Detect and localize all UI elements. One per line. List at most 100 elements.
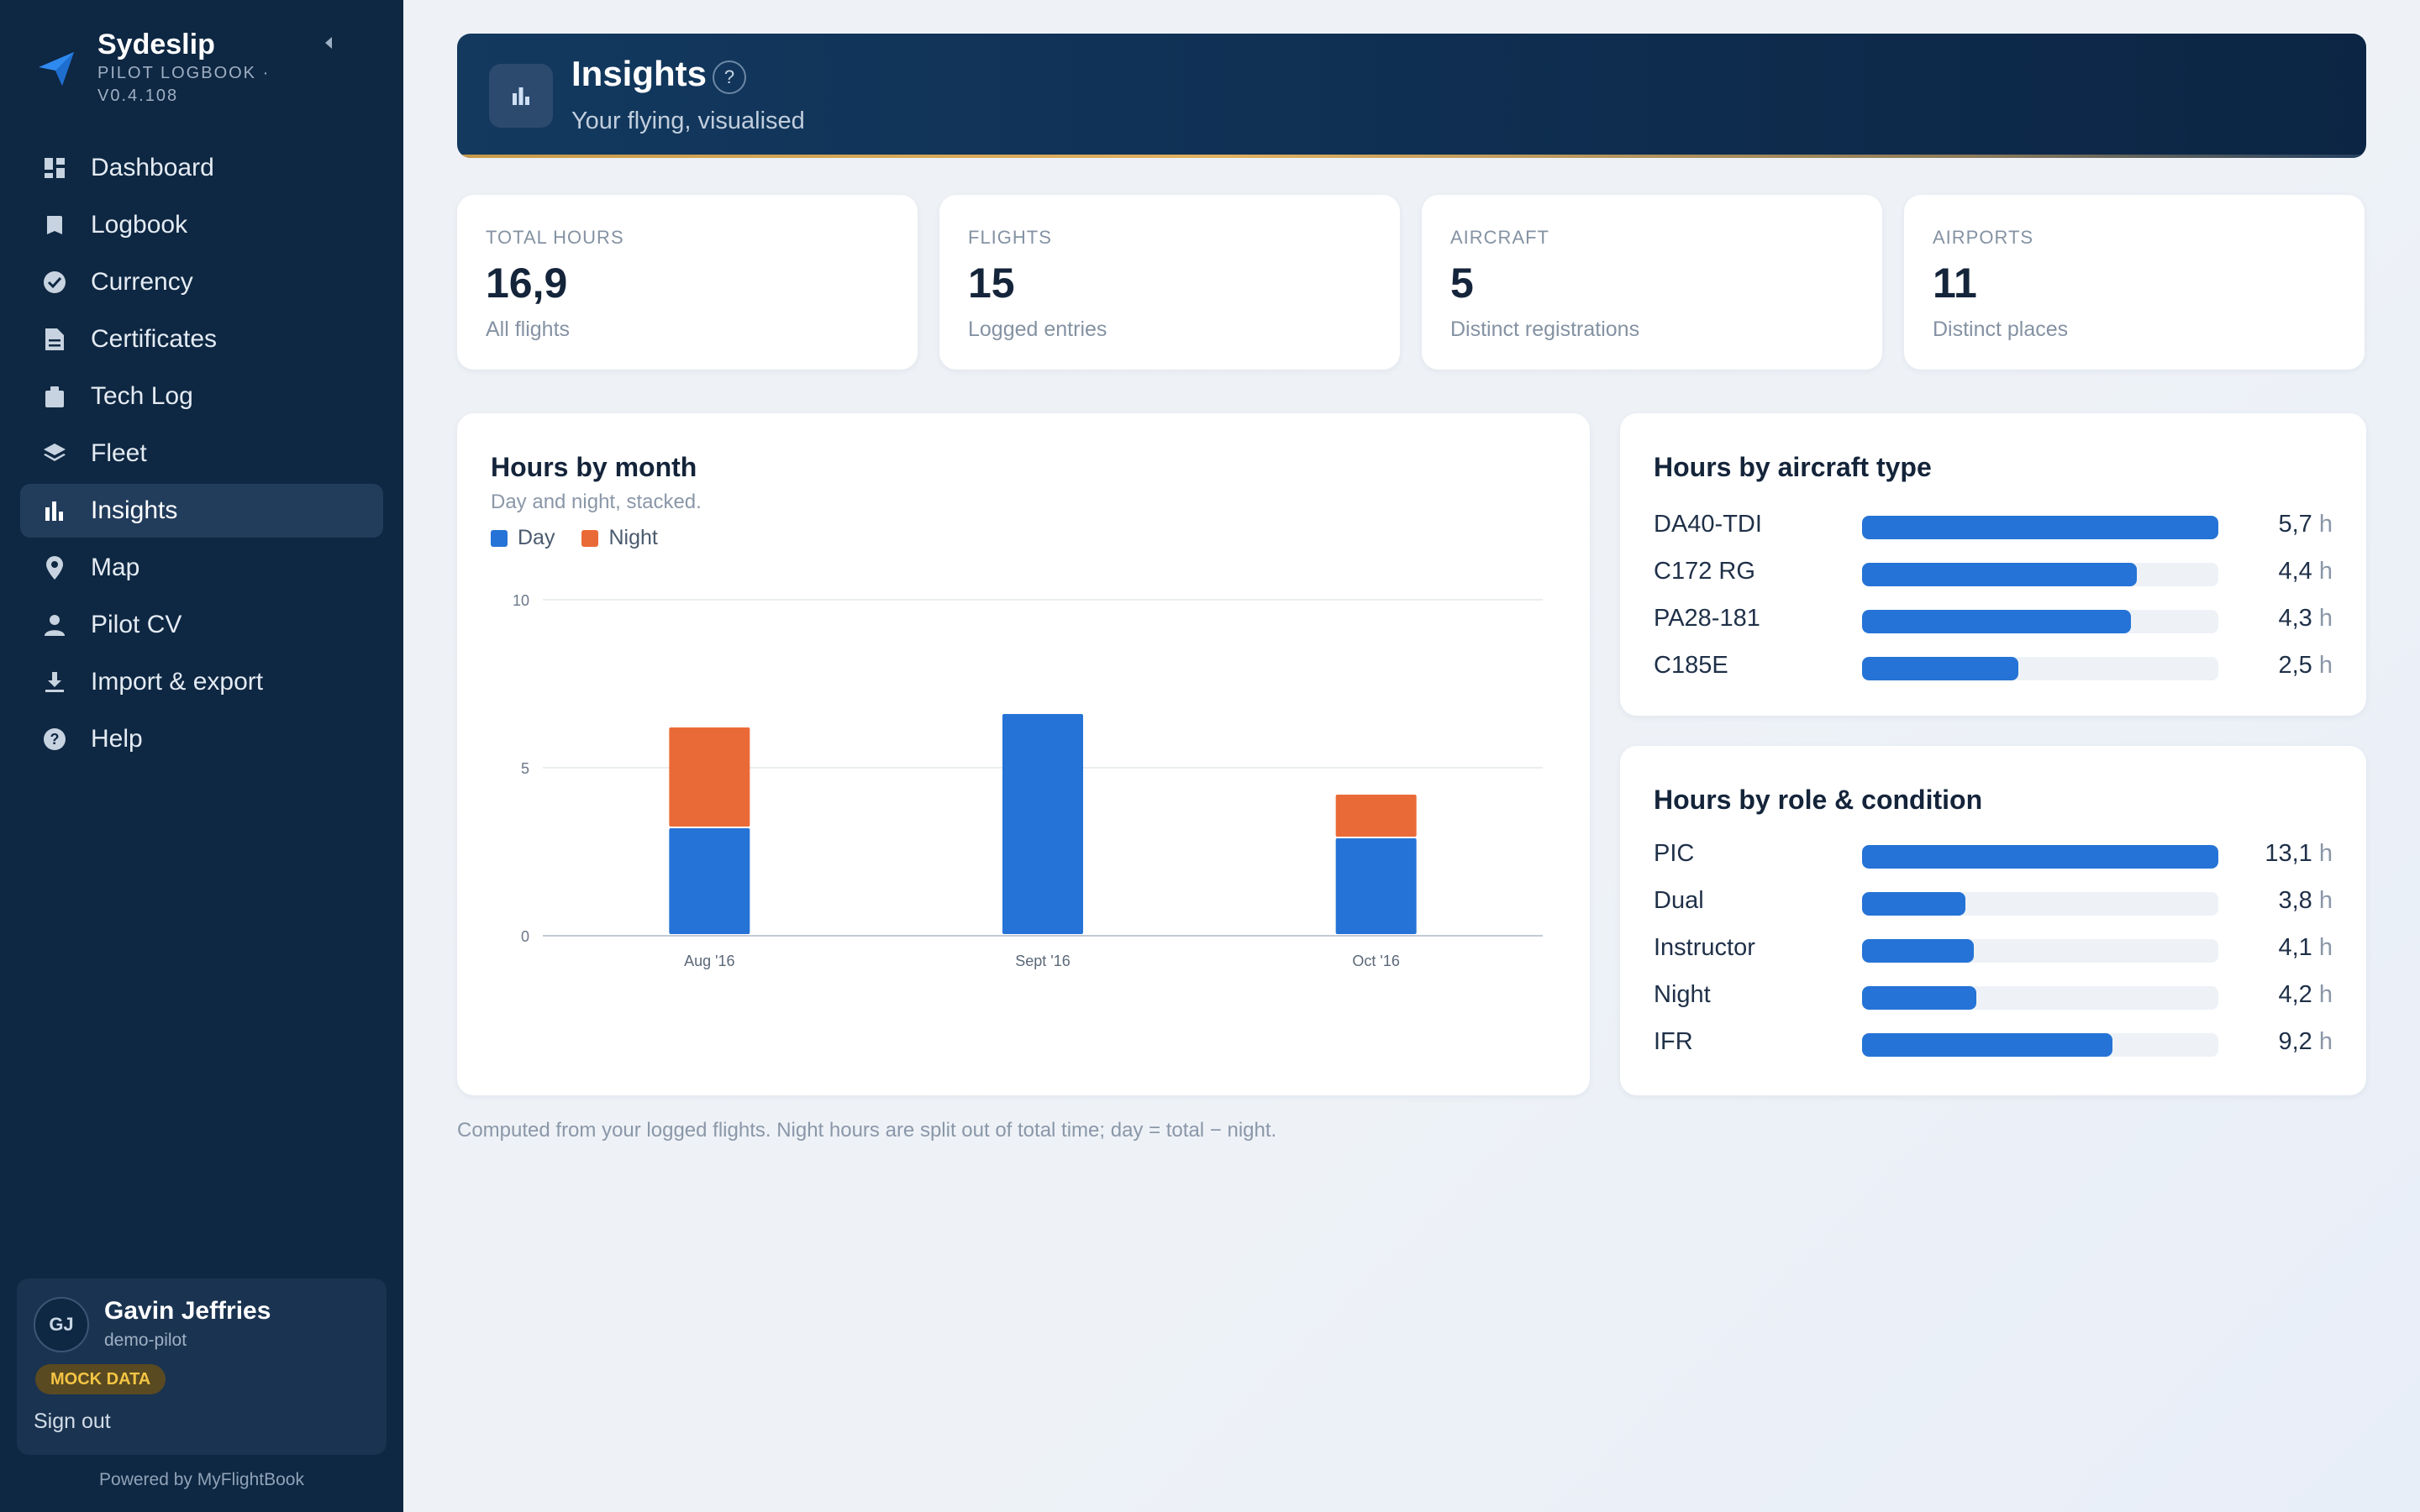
mock-data-badge: MOCK DATA	[35, 1364, 166, 1394]
bar-value-unit: h	[2318, 652, 2333, 679]
nav-item-dashboard[interactable]: Dashboard	[20, 141, 383, 195]
nav-item-import-export[interactable]: Import & export	[20, 655, 383, 709]
bar-track	[1862, 610, 2218, 633]
user-name: Gavin Jeffries	[104, 1297, 271, 1325]
nav-item-map[interactable]: Map	[20, 541, 383, 595]
nav-label: Help	[91, 725, 143, 753]
bar-value-unit: h	[2318, 558, 2333, 585]
nav-label: Currency	[91, 268, 193, 296]
nav-label: Logbook	[91, 211, 188, 239]
help-circle-icon: ?	[40, 725, 69, 753]
hours-by-aircraft-type-card: Hours by aircraft type DA40-TDI 5,7 h C172…	[1620, 413, 2366, 716]
nav-label: Certificates	[91, 325, 218, 353]
bar-row: Instructor 4,1 h	[1654, 931, 2333, 964]
bar-row: Night 4,2 h	[1654, 978, 2333, 1011]
bar-fill	[1862, 892, 1965, 916]
stat-value: 5	[1450, 260, 1474, 307]
powered-by[interactable]: Powered by MyFlightBook	[99, 1470, 304, 1489]
collapse-sidebar-icon[interactable]	[316, 30, 341, 55]
bar-value-unit: h	[2318, 934, 2333, 961]
nav-item-insights[interactable]: Insights	[20, 484, 383, 538]
bar-value-number: 4,1	[2278, 934, 2319, 961]
svg-text:?: ?	[50, 731, 60, 748]
stat-value: 11	[1933, 260, 1977, 307]
bar-fill	[1862, 939, 1974, 963]
bar-fill	[1862, 1033, 2112, 1057]
stat-sub: Distinct registrations	[1450, 318, 1640, 341]
card-title: Hours by aircraft type	[1654, 452, 1932, 482]
page-header: Insights ? Your flying, visualised	[457, 34, 2366, 158]
nav-item-help[interactable]: ? Help	[20, 712, 383, 766]
x-tick-label: Sept '16	[1015, 953, 1071, 969]
bar-night[interactable]	[669, 727, 750, 827]
sidebar: Sydeslip PILOT LOGBOOK · V0.4.108 Dashbo…	[0, 0, 403, 1512]
legend-item-night[interactable]: Night	[581, 526, 658, 550]
hours-by-month-chart: 0 5 10 Aug '16 Sept '16 Oct '16	[513, 592, 1543, 969]
download-icon	[40, 668, 69, 696]
bar-value: 2,5 h	[2278, 652, 2333, 680]
bar-track	[1862, 657, 2218, 680]
nav-item-certificates[interactable]: Certificates	[20, 312, 383, 366]
bar-value-unit: h	[2318, 1028, 2333, 1055]
bar-label: PA28-181	[1654, 605, 1760, 632]
stat-card-flights: FLIGHTS 15 Logged entries	[939, 195, 1400, 370]
legend-label: Day	[518, 526, 555, 549]
legend-item-day[interactable]: Day	[491, 526, 555, 550]
insights-header-icon	[489, 64, 553, 128]
bar-row: PA28-181 4,3 h	[1654, 601, 2333, 635]
bar-day[interactable]	[1002, 714, 1083, 934]
document-icon	[40, 325, 69, 354]
nav-item-tech-log[interactable]: Tech Log	[20, 370, 383, 423]
stat-card-aircraft: AIRCRAFT 5 Distinct registrations	[1422, 195, 1882, 370]
stat-sub: Distinct places	[1933, 318, 2069, 341]
bar-track	[1862, 986, 2218, 1010]
bar-label: IFR	[1654, 1028, 1693, 1055]
stat-label: AIRPORTS	[1933, 227, 2034, 248]
nav-label: Map	[91, 554, 140, 581]
bar-value-number: 2,5	[2278, 652, 2319, 679]
nav-label: Pilot CV	[91, 611, 182, 638]
bar-day[interactable]	[669, 828, 750, 934]
bar-fill	[1862, 845, 2218, 869]
person-icon	[40, 611, 69, 639]
stat-label: AIRCRAFT	[1450, 227, 1549, 248]
bar-label: DA40-TDI	[1654, 511, 1762, 538]
bar-value-number: 4,3	[2278, 605, 2319, 632]
card-title: Hours by role & condition	[1654, 785, 1983, 815]
sign-out-link[interactable]: Sign out	[34, 1410, 111, 1433]
bar-row: C172 RG 4,4 h	[1654, 554, 2333, 588]
book-icon	[40, 211, 69, 239]
page-subtitle: Your flying, visualised	[571, 108, 805, 134]
bar-value-number: 4,2	[2278, 981, 2319, 1008]
x-tick-label: Oct '16	[1352, 953, 1399, 969]
legend-swatch-day	[491, 529, 508, 547]
bar-value-number: 9,2	[2278, 1028, 2319, 1055]
stat-value: 16,9	[486, 260, 568, 307]
help-button[interactable]: ?	[713, 60, 746, 94]
footnote: Computed from your logged flights. Night…	[457, 1119, 1277, 1142]
bar-label: PIC	[1654, 840, 1695, 867]
nav-item-logbook[interactable]: Logbook	[20, 198, 383, 252]
nav-label: Dashboard	[91, 154, 214, 181]
stat-label: TOTAL HOURS	[486, 227, 624, 248]
brand[interactable]: Sydeslip PILOT LOGBOOK · V0.4.108	[37, 25, 373, 109]
bar-value: 5,7 h	[2278, 511, 2333, 538]
nav-item-fleet[interactable]: Fleet	[20, 427, 383, 480]
bar-fill	[1862, 516, 2218, 539]
nav-item-currency[interactable]: Currency	[20, 255, 383, 309]
bar-value: 3,8 h	[2278, 887, 2333, 915]
legend-swatch-night	[581, 529, 599, 547]
user-handle: demo-pilot	[104, 1331, 187, 1350]
bar-night[interactable]	[1335, 795, 1417, 837]
card-subtitle: Day and night, stacked.	[491, 491, 702, 513]
bar-label: C185E	[1654, 652, 1728, 679]
nav-item-pilot-cv[interactable]: Pilot CV	[20, 598, 383, 652]
stat-card-total-hours: TOTAL HOURS 16,9 All flights	[457, 195, 918, 370]
stat-value: 15	[968, 260, 1015, 307]
bar-chart-icon	[40, 496, 69, 525]
bar-value-number: 13,1	[2265, 840, 2319, 867]
bar-label: Instructor	[1654, 934, 1755, 961]
bar-day[interactable]	[1335, 838, 1417, 934]
bar-value: 4,3 h	[2278, 605, 2333, 633]
nav-label: Insights	[91, 496, 178, 524]
